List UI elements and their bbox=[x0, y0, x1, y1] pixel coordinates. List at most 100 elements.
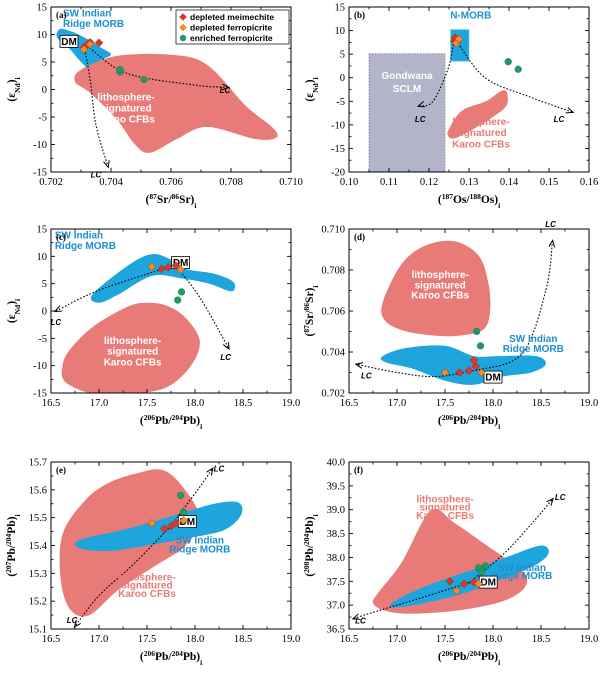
lc-arrow-2 bbox=[75, 525, 172, 626]
field-label: SW Indian bbox=[55, 230, 103, 241]
y-tick-label: 15 bbox=[37, 225, 48, 236]
field-label: Ridge MORB bbox=[169, 544, 230, 555]
legend-label: depleted meimechite bbox=[190, 12, 274, 22]
panel-letter: (d) bbox=[354, 232, 365, 242]
field-lithosphere-signatured-karoo-cfbs bbox=[447, 90, 508, 139]
x-tick-label: 18.0 bbox=[484, 398, 502, 409]
y-tick-label: 38.5 bbox=[327, 529, 345, 540]
point-depleted-ferropicrite bbox=[440, 368, 450, 377]
x-tick-label: 0.13 bbox=[460, 177, 478, 188]
x-axis-label: (206Pb/204Pb)i bbox=[438, 649, 500, 667]
x-tick-label: 19.0 bbox=[282, 634, 300, 645]
field-label: signatured bbox=[107, 347, 158, 358]
plot-area bbox=[357, 241, 553, 385]
point-depleted-meimechite bbox=[459, 579, 469, 588]
x-tick-label: 17.5 bbox=[436, 398, 454, 409]
x-tick-label: 18.0 bbox=[186, 398, 204, 409]
field-label: lithosphere- bbox=[412, 270, 469, 281]
y-axis-label: (207Pb/204Pb)i bbox=[4, 514, 22, 576]
lc-label: LC bbox=[91, 171, 102, 180]
y-tick-label: 15.4 bbox=[29, 541, 48, 552]
point-depleted-ferropicrite bbox=[452, 586, 461, 596]
panel-letter: (e) bbox=[56, 465, 66, 475]
field-label: lithosphere- bbox=[118, 572, 175, 583]
y-tick-label: 0 bbox=[340, 73, 345, 84]
y-tick-label: 39.5 bbox=[327, 481, 345, 492]
field-label: signatured bbox=[100, 104, 151, 115]
x-tick-label: 19.0 bbox=[282, 398, 300, 409]
field-label: Karoo CFBs bbox=[411, 291, 469, 302]
field-label: Karoo CFBs bbox=[104, 358, 162, 369]
x-tick-label: 19.0 bbox=[580, 398, 598, 409]
field-label: Gondwana bbox=[381, 71, 433, 82]
lc-label: LC bbox=[220, 86, 231, 95]
point-depleted-meimechite bbox=[445, 577, 455, 586]
y-tick-label: 0.704 bbox=[321, 348, 345, 359]
x-tick-label: 0.10 bbox=[340, 177, 358, 188]
panel-b: N-MORB Gondwana SCLM lithosphere-signatured… bbox=[304, 3, 598, 210]
x-tick-label: 0.706 bbox=[159, 177, 183, 188]
plot-area bbox=[368, 29, 572, 172]
field-label: signatured bbox=[415, 280, 466, 291]
field-label: SW Indian bbox=[509, 334, 557, 345]
field-label: Ridge MORB bbox=[503, 344, 564, 355]
panel-letter: (f) bbox=[354, 465, 363, 475]
y-tick-label: -5 bbox=[38, 113, 47, 124]
x-tick-label: 0.702 bbox=[39, 177, 63, 188]
point-depleted-meimechite bbox=[464, 366, 474, 375]
x-tick-label: 17.0 bbox=[90, 398, 108, 409]
lc-arrow-1 bbox=[86, 45, 228, 88]
x-tick-label: 17.0 bbox=[90, 634, 108, 645]
legend-label: depleted ferropicrite bbox=[190, 23, 272, 33]
y-tick-label: 0 bbox=[42, 307, 47, 318]
field-label: Ridge MORB bbox=[63, 19, 124, 30]
panel-letter: (c) bbox=[56, 232, 66, 242]
x-tick-label: 19.0 bbox=[580, 634, 598, 645]
point-enriched-ferropicrite bbox=[476, 342, 485, 350]
field-sw-indian-ridge-morb bbox=[74, 501, 243, 552]
legend-marker bbox=[179, 23, 187, 32]
x-tick-label: 17.0 bbox=[388, 398, 406, 409]
x-tick-label: 16.5 bbox=[340, 398, 358, 409]
field-label: SCLM bbox=[393, 84, 421, 95]
y-tick-label: 15.3 bbox=[29, 569, 47, 580]
y-axis-label: (εNd)i bbox=[6, 77, 22, 101]
field-sw-indian-ridge-morb bbox=[90, 253, 236, 303]
dm-label: DM bbox=[485, 373, 501, 384]
field-label: SW Indian bbox=[63, 8, 111, 19]
dm-label: DM bbox=[61, 37, 77, 48]
field-sw-indian-ridge-morb bbox=[390, 545, 549, 608]
x-tick-label: 0.11 bbox=[380, 177, 398, 188]
y-tick-label: 15.7 bbox=[29, 458, 47, 469]
legend-marker bbox=[179, 34, 187, 42]
panel-letter: (a) bbox=[56, 10, 67, 20]
y-tick-label: -15 bbox=[331, 144, 345, 155]
point-enriched-ferropicrite bbox=[477, 568, 486, 576]
y-tick-label: 38.0 bbox=[327, 553, 345, 564]
x-tick-label: 0.12 bbox=[420, 177, 438, 188]
field-label: N-MORB bbox=[450, 10, 491, 21]
point-enriched-ferropicrite bbox=[174, 296, 182, 304]
lc-label: LC bbox=[214, 465, 225, 474]
field-label: Karoo CFBs bbox=[97, 115, 155, 126]
legend-label: enriched ferropicrite bbox=[190, 33, 273, 43]
field-gondwana-sclm bbox=[368, 53, 446, 172]
y-tick-label: 15 bbox=[335, 3, 346, 14]
x-tick-label: 18.5 bbox=[532, 398, 550, 409]
dm-label: DM bbox=[173, 258, 189, 269]
x-tick-label: 17.0 bbox=[388, 634, 406, 645]
lc-arrow-1 bbox=[170, 469, 212, 527]
y-tick-label: 0.706 bbox=[321, 307, 345, 318]
x-tick-label: 16.5 bbox=[42, 634, 60, 645]
field-lithosphere-signatured-karoo-cfbs bbox=[381, 240, 491, 337]
x-tick-label: 0.708 bbox=[219, 177, 243, 188]
lc-label: LC bbox=[415, 115, 426, 124]
y-tick-label: 5 bbox=[340, 50, 345, 61]
legend-marker bbox=[179, 13, 187, 21]
point-depleted-ferropicrite bbox=[474, 579, 483, 588]
point-depleted-meimechite bbox=[171, 261, 181, 270]
dm-label: DM bbox=[480, 578, 496, 589]
point-enriched-ferropicrite bbox=[177, 491, 185, 500]
